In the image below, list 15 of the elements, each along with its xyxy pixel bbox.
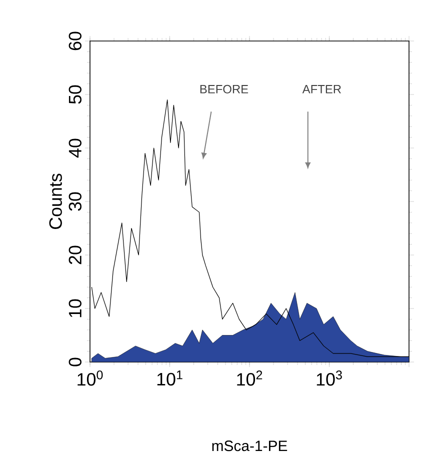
y-axis-title: Counts (49, 174, 62, 229)
x-tick-label: 10$^{1}$ (157, 370, 182, 386)
x-axis-title: mSca-1-PE (212, 440, 288, 452)
annotation: AFTER (302, 85, 341, 94)
x-tick-label: 10$^{2}$ (237, 370, 262, 386)
x-tick-label: 10$^{3}$ (316, 370, 342, 386)
y-tick-label: 20 (68, 246, 82, 264)
x-tick-label: 10$^{0}$ (78, 370, 103, 386)
y-tick-label: 40 (68, 138, 82, 158)
y-tick-label: 30 (68, 192, 82, 211)
y-tick-label: 0 (68, 358, 82, 366)
annotation: BEFORE (200, 84, 248, 94)
y-tick-label: 50 (68, 85, 82, 104)
y-tick-label: 10 (68, 299, 82, 318)
y-tick-label: 60 (68, 32, 82, 50)
